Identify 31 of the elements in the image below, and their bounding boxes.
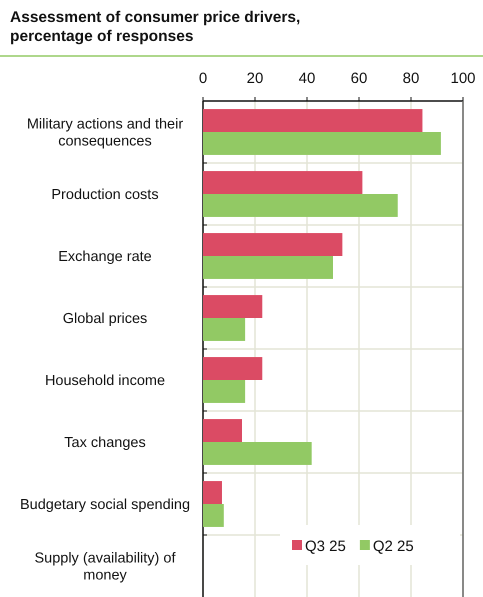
x-tick-label: 80 <box>402 70 420 87</box>
y-tick-label: Supply (availability) of money <box>34 550 176 584</box>
bar <box>203 481 222 504</box>
y-tick-label: Budgetary social spending <box>20 497 190 513</box>
y-tick-label: Production costs <box>51 187 159 203</box>
bar <box>203 109 422 132</box>
bar <box>203 318 246 341</box>
y-tick-label: Tax changes <box>64 435 146 451</box>
x-tick-label: 0 <box>198 70 208 87</box>
bar <box>203 171 362 194</box>
x-tick-label: 60 <box>350 70 368 87</box>
bar <box>203 419 242 442</box>
bar <box>203 504 224 527</box>
bar <box>203 132 441 155</box>
y-tick-label: Exchange rate <box>58 249 152 265</box>
bar <box>203 442 312 465</box>
bar <box>203 233 342 256</box>
x-tick-label: 40 <box>298 70 316 87</box>
bar <box>203 194 398 217</box>
x-tick-label: 100 <box>450 70 476 87</box>
x-tick-label: 20 <box>246 70 264 87</box>
legend-label: Q2 25 <box>372 538 414 555</box>
bar <box>203 357 262 380</box>
bar <box>203 380 246 403</box>
y-tick-label: Household income <box>44 373 166 389</box>
bar <box>203 256 333 279</box>
legend-label: Q3 25 <box>305 538 346 555</box>
y-tick-label: Military actions and their consequences <box>26 116 184 150</box>
chart-title: Assessment of consumer price drivers, percentage of responses <box>10 9 300 45</box>
y-tick-label: Global prices <box>62 311 148 327</box>
bar <box>203 295 262 318</box>
